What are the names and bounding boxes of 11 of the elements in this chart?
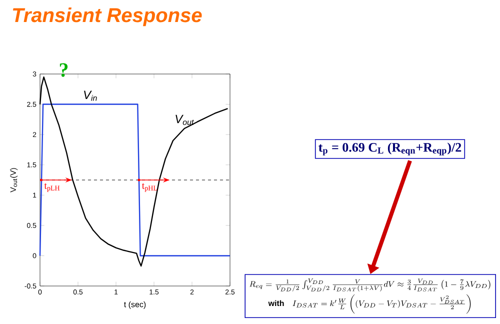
annotation: t$_{pHL}$ <box>142 183 158 192</box>
series-label: V$_{in}$ <box>84 90 97 101</box>
annotation: t$_{pLH}$ <box>44 183 60 192</box>
x-axis-title: t (sec) <box>124 301 146 309</box>
text: t$_{p}$ = 0.69 C$_{L}$ (R$_{eqn}$+R$_{eqp}$)/2 <box>318 142 462 156</box>
y-axis-title: V$_{out}$(V) <box>10 168 18 192</box>
chart-title: Transient Response <box>12 8 202 26</box>
annotation: ? <box>60 63 68 77</box>
text: $\mathbf{with}\quad I_{DSAT}=k'\frac{W}{L}\left((V_{DD}-V_T)V_{DSAT}-\frac{V_{DSAT}^2}{2}\right)$ <box>268 294 471 314</box>
series-label: V$_{out}$ <box>176 114 194 125</box>
text: $R_{eq}=\frac{1}{V_{DD}/2}\int_{V_{DD}/2}^{V_{DD}}\frac{V}{I_{DSAT}(1+\lambda V)}dV\approx\frac{3}{4}\frac{V_{DD}}{I_{DSAT}}\left(1-\frac{7}{9}\lambda V_{DD}\right)$ <box>250 278 490 292</box>
